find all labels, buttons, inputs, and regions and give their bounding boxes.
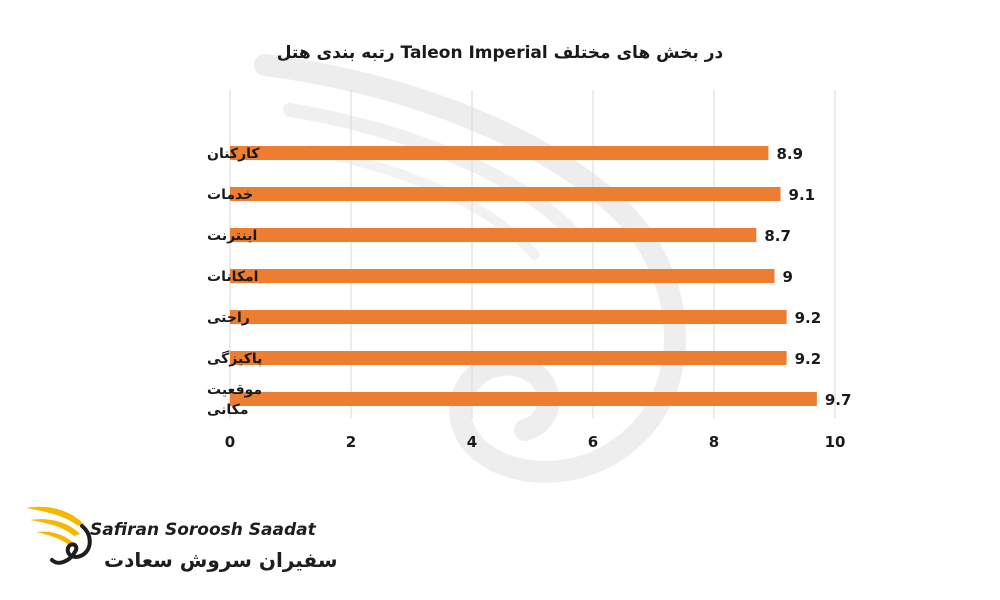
category-label: کارکنان [207, 146, 260, 162]
brand-name-en: Safiran Soroosh Saadat [90, 520, 316, 540]
value-label: 8.7 [764, 227, 791, 245]
value-label: 8.9 [776, 145, 803, 163]
bar [230, 187, 781, 201]
value-label: 9.2 [795, 350, 822, 368]
brand-name-fa: سفیران سروش سعادت [104, 548, 338, 572]
category-label: راحتی [207, 310, 250, 326]
bar [230, 351, 787, 365]
bar [230, 146, 769, 160]
bar [230, 269, 775, 283]
chart-title: رتبه بندی هتل Taleon Imperial در بخش های… [277, 43, 724, 63]
x-tick-label: 6 [588, 433, 598, 451]
brand-logo: Safiran Soroosh Saadat سفیران سروش سعادت [18, 490, 338, 590]
value-labels: 8.9 9.1 8.7 9 9.2 9.2 9.7 [764, 145, 851, 409]
category-label: اینترنت [207, 228, 257, 244]
wing-logo-icon [26, 506, 92, 565]
x-tick-label: 4 [467, 433, 477, 451]
x-tick-label: 10 [825, 433, 846, 451]
value-label: 9 [783, 268, 793, 286]
bar [230, 228, 757, 242]
x-axis-ticks: 0 2 4 6 8 10 [225, 433, 846, 451]
category-label: خدمات [207, 187, 253, 203]
bars [230, 146, 817, 406]
watermark-logo [254, 54, 686, 483]
value-label: 9.1 [789, 186, 816, 204]
category-label: پاکیزگی [207, 350, 262, 367]
category-label: امکانات [207, 269, 258, 285]
category-label: موقعیت مکانی [207, 382, 262, 418]
category-labels: کارکنان خدمات اینترنت امکانات راحتی پاکیزگی مو… [207, 146, 262, 418]
x-tick-label: 8 [709, 433, 719, 451]
x-tick-label: 0 [225, 433, 235, 451]
value-label: 9.2 [795, 309, 822, 327]
value-label: 9.7 [825, 391, 852, 409]
x-tick-label: 2 [346, 433, 356, 451]
bar [230, 310, 787, 324]
bar [230, 392, 817, 406]
